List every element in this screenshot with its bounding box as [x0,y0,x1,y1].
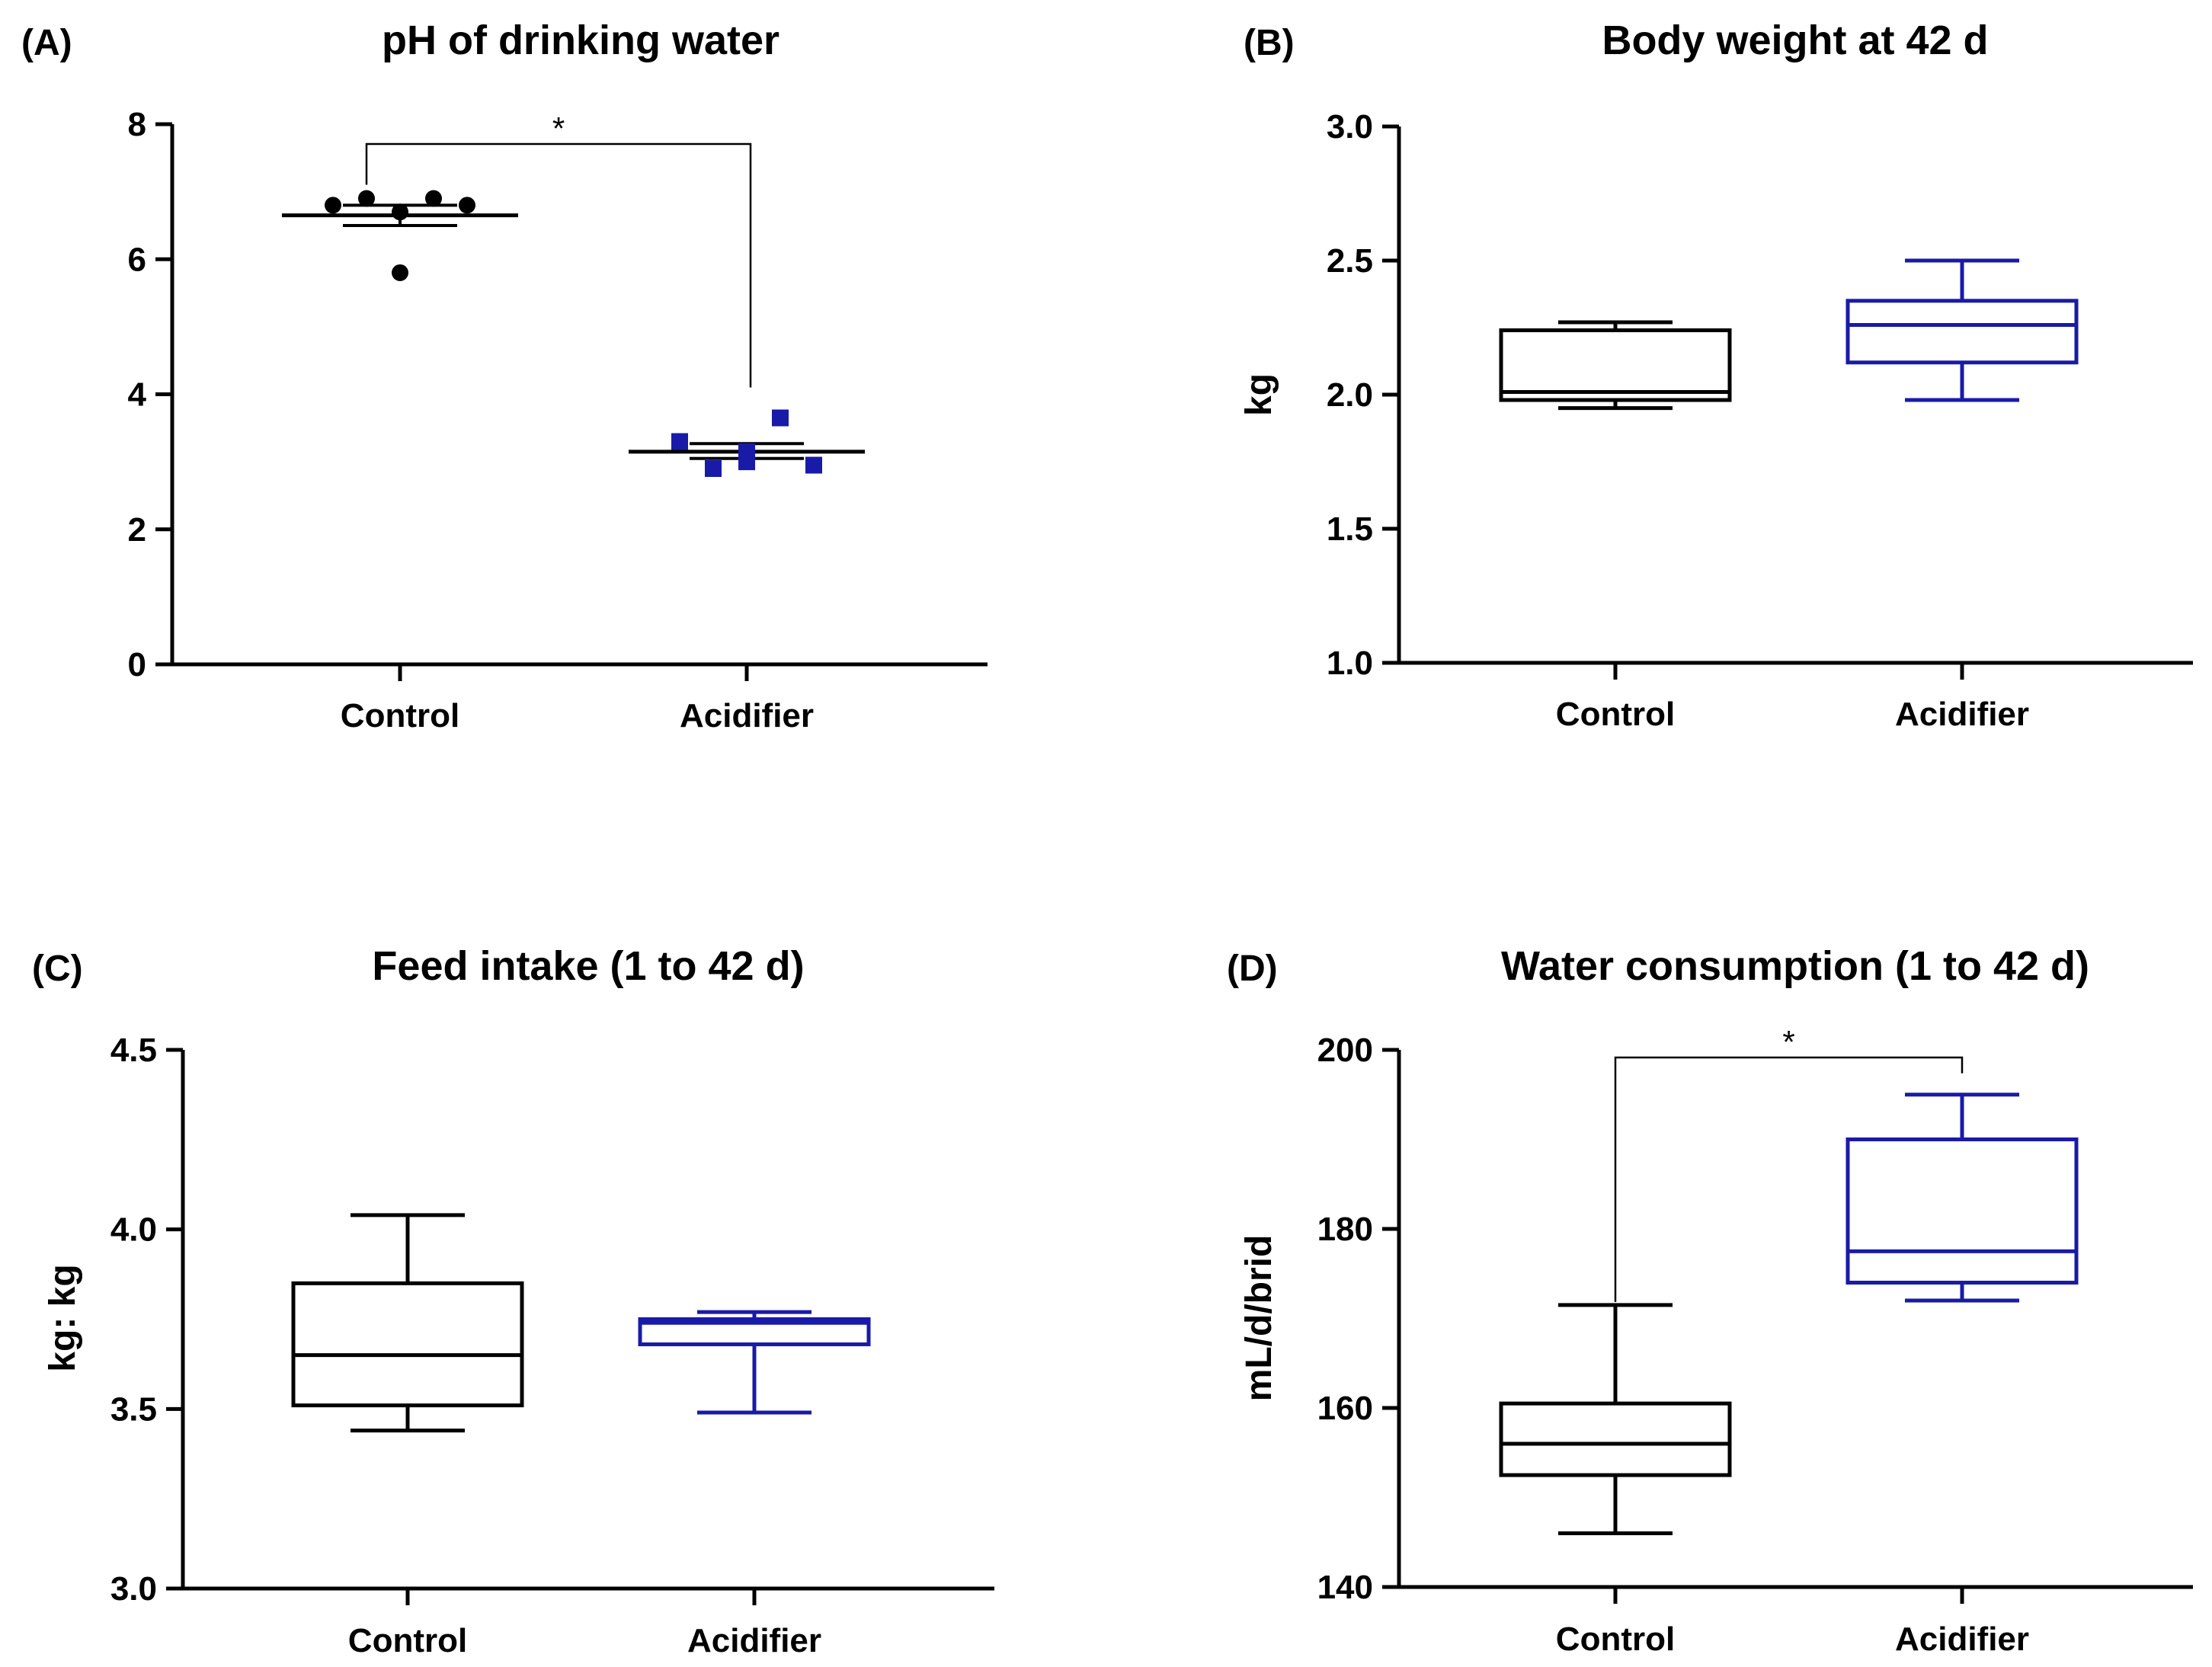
x-tick-label: Control [341,697,459,734]
chart-title: pH of drinking water [382,18,779,63]
panel-label: (B) [1244,23,1295,63]
significance-bracket [1614,1056,1964,1302]
y-tick-label: 1.5 [1327,510,1373,548]
y-axis-label: mL/d/brid [1239,1235,1279,1402]
chart-panel-c: (C) Feed intake (1 to 42 d) kg: kg 3.0 3.5 4.… [32,943,994,1659]
y-tick-label: 3.0 [1327,108,1373,146]
y-tick-label: 2 [128,511,146,549]
y-tick-label: 0 [128,646,146,683]
data-point [459,197,475,214]
data-point [738,453,755,471]
y-tick-label: 180 [1317,1211,1373,1248]
box-iqr [1845,1137,2079,1285]
box-iqr [1499,328,1732,402]
x-tick-label: Control [1556,1621,1675,1658]
y-tick-label: 1.0 [1327,645,1373,682]
x-tick-label: Acidifier [1895,1621,2029,1658]
y-tick-label: 4.5 [110,1032,157,1069]
data-point [671,433,688,450]
panel-label: (A) [21,23,72,63]
data-point [325,197,341,214]
y-tick-label: 6 [128,241,146,278]
data-point [358,190,375,207]
box-iqr [291,1281,524,1408]
y-tick-label: 160 [1317,1390,1373,1427]
data-point [705,459,722,477]
x-tick-label: Acidifier [1895,696,2029,733]
x-tick-label: Acidifier [687,1622,821,1659]
y-tick-label: 140 [1317,1569,1373,1606]
y-tick-label: 4 [128,376,147,414]
box-iqr [1845,299,2079,365]
data-point [805,456,822,474]
chart-title: Feed intake (1 to 42 d) [372,943,804,989]
data-point [772,409,789,427]
chart-panel-a: (A) pH of drinking water 0 2 4 6 8 Control Acidi… [21,18,988,734]
data-point [392,203,408,221]
y-axis-label: kg [1239,373,1279,416]
y-tick-label: 3.0 [110,1570,157,1608]
data-point [425,190,442,207]
box-iqr [1499,1401,1732,1477]
panel-label: (D) [1227,949,1278,989]
significance-marker: * [552,110,565,146]
y-tick-label: 2.5 [1327,242,1373,280]
y-tick-label: 2.0 [1327,376,1373,414]
y-tick-label: 200 [1317,1032,1373,1069]
chart-title: Body weight at 42 d [1602,18,1988,63]
chart-panel-d: (D) Water consumption (1 to 42 d) mL/d/bri… [1227,943,2193,1658]
chart-title: Water consumption (1 to 42 d) [1501,943,2089,989]
panel-label: (C) [32,949,83,989]
significance-bracket [365,142,752,388]
chart-panel-b: (B) Body weight at 42 d kg 1.0 1.5 2.0 2.5 3.0 C… [1239,18,2193,733]
x-tick-label: Acidifier [680,697,814,734]
x-tick-label: Control [1556,696,1675,733]
x-tick-label: Control [348,1622,467,1659]
significance-marker: * [1782,1024,1794,1060]
data-point [392,264,408,281]
box-iqr [638,1317,871,1346]
y-axis-label: kg: kg [43,1264,83,1371]
y-tick-label: 4.0 [110,1211,157,1249]
y-tick-label: 8 [128,106,146,143]
y-tick-label: 3.5 [110,1390,157,1428]
